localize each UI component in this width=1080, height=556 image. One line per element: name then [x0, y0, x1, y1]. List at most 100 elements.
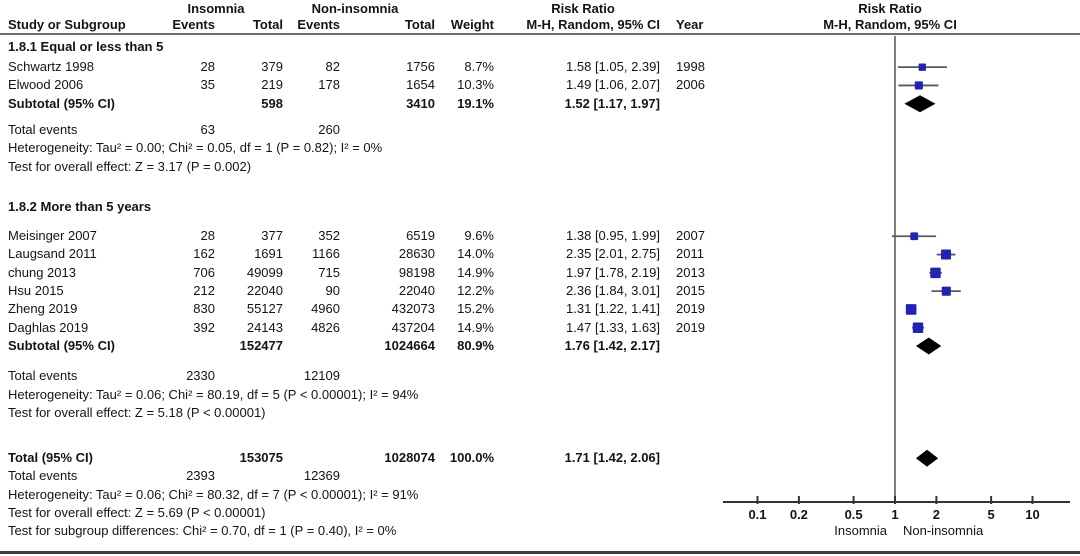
- events-insomnia-cell: 35: [200, 77, 215, 93]
- study-label: Laugsand 2011: [8, 246, 97, 262]
- events-row: Total events 63 260: [0, 121, 720, 139]
- effect-estimate-square: [905, 304, 917, 315]
- header-total-insomnia: Total: [252, 17, 283, 32]
- study-row: Elwood 2006 35 219 178 1654 10.3% 1.49 [1.06, …: [0, 76, 720, 94]
- study-row: Hsu 2015 212 22040 90 22040 12.2% 2.36 [1.84, …: [0, 282, 720, 300]
- note-row: Heterogeneity: Tau² = 0.06; Chi² = 80.19…: [0, 386, 720, 404]
- study-row: Zheng 2019 830 55127 4960 432073 15.2% 1.31 [1…: [0, 300, 720, 318]
- weight-cell: 12.2%: [457, 283, 494, 298]
- study-label: Elwood 2006: [8, 77, 84, 93]
- weight-cell: 9.6%: [464, 228, 494, 244]
- header-weight: Weight: [450, 17, 494, 32]
- header-events-non-insomnia: Events: [297, 17, 340, 32]
- events-insomnia-cell: 392: [193, 319, 215, 335]
- subtotal-row: Subtotal (95% CI) 152477 1024664 80.9% 1.76 …: [0, 337, 720, 355]
- weight-cell: 15.2%: [457, 301, 494, 317]
- weight-cell: 14.0%: [457, 246, 494, 262]
- header-mh-random-ci-right: M-H, Random, 95% CI: [823, 17, 957, 32]
- events-insomnia-cell: 2330: [186, 368, 215, 384]
- note-label: Heterogeneity: Tau² = 0.00; Chi² = 0.05,…: [8, 140, 383, 156]
- note-row: Heterogeneity: Tau² = 0.00; Chi² = 0.05,…: [0, 139, 720, 157]
- year-cell: 1998: [676, 59, 705, 74]
- total-insomnia-cell: 598: [261, 95, 283, 111]
- events-non-insomnia-cell: 4960: [311, 301, 340, 317]
- subtotal-label: Subtotal (95% CI): [8, 95, 115, 111]
- study-row: Meisinger 2007 28 377 352 6519 9.6% 1.38 [0.95…: [0, 227, 720, 245]
- total-label: Total (95% CI): [8, 450, 93, 466]
- group-row: 1.8.2 More than 5 years: [0, 198, 720, 216]
- weight-cell: 14.9%: [457, 319, 494, 335]
- risk-ratio-ci-cell: 2.35 [2.01, 2.75]: [566, 246, 660, 262]
- events-insomnia-cell: 63: [200, 121, 215, 137]
- total-non-insomnia-cell: 1028074: [384, 450, 435, 466]
- axis-tick-label: 0.1: [748, 507, 766, 522]
- weight-cell: 100.0%: [449, 450, 494, 466]
- study-label: Zheng 2019: [8, 301, 78, 317]
- risk-ratio-ci-cell: 1.47 [1.33, 1.63]: [566, 319, 660, 335]
- header-study-or-subgroup: Study or Subgroup: [8, 17, 126, 32]
- total-non-insomnia-cell: 1756: [406, 59, 435, 74]
- effect-estimate-square: [910, 232, 919, 241]
- header-divider: [0, 33, 1080, 35]
- note-row: Test for subgroup differences: Chi² = 0.…: [0, 522, 720, 540]
- risk-ratio-ci-cell: 1.71 [1.42, 2.06]: [564, 450, 660, 466]
- events-insomnia-cell: 28: [200, 59, 215, 74]
- events-non-insomnia-cell: 90: [325, 283, 340, 298]
- effect-estimate-square: [941, 286, 951, 296]
- weight-cell: 8.7%: [464, 59, 494, 74]
- total-non-insomnia-cell: 98198: [398, 264, 435, 280]
- events-row: Total events 2393 12369: [0, 467, 720, 485]
- total-non-insomnia-cell: 3410: [406, 95, 435, 111]
- note-row: Test for overall effect: Z = 3.17 (P = 0…: [0, 158, 720, 176]
- total-non-insomnia-cell: 432073: [391, 301, 435, 317]
- events-non-insomnia-cell: 4826: [311, 319, 340, 335]
- weight-cell: 14.9%: [457, 264, 494, 280]
- events-label: Total events: [8, 468, 78, 484]
- pooled-diamond: [904, 95, 936, 113]
- events-non-insomnia-cell: 178: [318, 77, 340, 93]
- effect-estimate-square: [918, 63, 926, 71]
- total-insomnia-cell: 219: [261, 77, 283, 93]
- study-row: Laugsand 2011 162 1691 1166 28630 14.0% 2.35 […: [0, 245, 720, 263]
- note-row: Test for overall effect: Z = 5.69 (P < 0…: [0, 504, 720, 522]
- events-non-insomnia-cell: 82: [325, 59, 340, 74]
- events-non-insomnia-cell: 715: [318, 264, 340, 280]
- risk-ratio-ci-cell: 2.36 [1.84, 3.01]: [566, 283, 660, 298]
- risk-ratio-ci-cell: 1.58 [1.05, 2.39]: [566, 59, 660, 74]
- study-label: Hsu 2015: [8, 283, 64, 298]
- header-group-insomnia: Insomnia: [187, 1, 245, 16]
- study-label: Schwartz 1998: [8, 59, 94, 74]
- year-cell: 2006: [676, 77, 705, 93]
- header-mh-random-ci-left: M-H, Random, 95% CI: [526, 17, 660, 32]
- total-non-insomnia-cell: 28630: [398, 246, 435, 262]
- total-row: Total (95% CI) 153075 1028074 100.0% 1.71 [1…: [0, 449, 720, 467]
- header-risk-ratio-left: Risk Ratio: [551, 1, 615, 16]
- header-risk-ratio-right: Risk Ratio: [858, 1, 922, 16]
- study-label: Meisinger 2007: [8, 228, 97, 244]
- note-row: Test for overall effect: Z = 5.18 (P < 0…: [0, 404, 720, 422]
- year-cell: 2011: [676, 246, 704, 262]
- year-cell: 2013: [676, 264, 705, 280]
- events-non-insomnia-cell: 352: [318, 228, 340, 244]
- study-label: chung 2013: [8, 264, 76, 280]
- weight-cell: 19.1%: [457, 95, 494, 111]
- note-row: Heterogeneity: Tau² = 0.06; Chi² = 80.32…: [0, 486, 720, 504]
- events-insomnia-cell: 706: [193, 264, 215, 280]
- year-cell: 2015: [676, 283, 705, 298]
- total-insomnia-cell: 55127: [246, 301, 283, 317]
- events-insomnia-cell: 2393: [186, 468, 215, 484]
- total-insomnia-cell: 377: [261, 228, 283, 244]
- axis-tick-label: 1: [891, 507, 898, 522]
- header-group-non-insomnia: Non-insomnia: [311, 1, 399, 16]
- total-insomnia-cell: 22040: [246, 283, 283, 298]
- events-insomnia-cell: 212: [193, 283, 215, 298]
- effect-estimate-square: [941, 249, 952, 260]
- effect-estimate-square: [912, 322, 924, 333]
- note-label: Test for overall effect: Z = 3.17 (P = 0…: [8, 158, 252, 174]
- note-label: Test for overall effect: Z = 5.69 (P < 0…: [8, 505, 266, 520]
- header-events-insomnia: Events: [172, 17, 215, 32]
- year-cell: 2007: [676, 228, 705, 244]
- note-label: Test for overall effect: Z = 5.18 (P < 0…: [8, 404, 266, 420]
- axis-tick-label: 10: [1025, 507, 1039, 522]
